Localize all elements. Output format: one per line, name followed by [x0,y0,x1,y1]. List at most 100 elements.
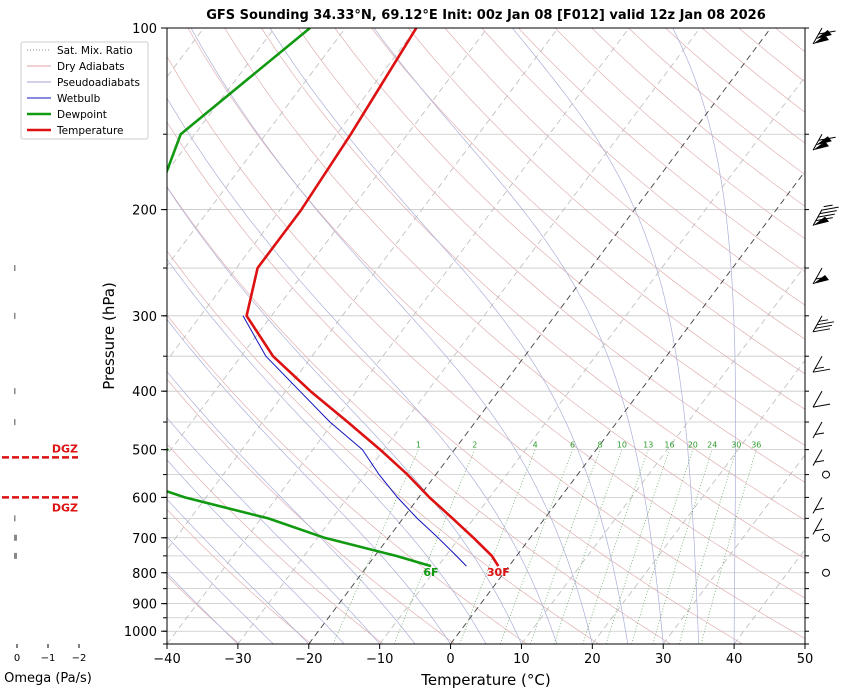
dry-adiabat-line [665,28,805,144]
y-tick-label: 700 [132,532,157,547]
dry-adiabat-line [167,250,600,644]
surface-temperature-label: 30F [487,566,510,579]
mixing-ratio-label: 4 [533,441,538,450]
omega-value-bar [14,552,17,559]
y-axis-label: Pressure (hPa) [100,282,118,390]
barb-half [814,528,825,532]
mixing-ratio-label: 16 [664,441,674,450]
dry-adiabat-line [701,28,805,113]
temperature-line [245,28,500,567]
dry-adiabat-line [444,28,805,340]
barb-full [817,213,835,218]
dry-adiabat-line [481,28,805,306]
barb-half [823,204,833,208]
mixing-ratio-line [678,449,737,644]
y-tick-label: 200 [132,204,157,219]
barb-half [814,366,825,370]
barb-pennant [813,141,829,151]
plot-frame [166,27,806,645]
moist-adiabat-line [167,459,345,644]
surface-dewpoint-label: 6F [423,566,438,579]
legend-label-pseudoadiabats: Pseudoadiabats [57,77,140,89]
x-tick-label: −10 [366,652,393,667]
isotherm-line [804,643,805,644]
y-tick-label: 100 [132,22,157,37]
wind-barb [812,204,839,226]
wind-barb [822,470,830,479]
dry-adiabat-line [297,28,805,483]
omega-tick-label: −2 [72,653,87,664]
barb-full [812,368,831,373]
barb-full [821,206,839,211]
y-tick-label: 300 [132,310,157,325]
wind-barb [812,355,831,373]
wind-barb [822,533,830,542]
mixing-ratio-line [500,449,573,644]
barb-half [818,319,828,322]
barb-full [818,136,836,141]
mixing-ratio-line [529,449,601,644]
dry-adiabat-line [187,28,805,599]
barb-full [814,324,833,329]
isotherm-line [167,28,559,551]
dry-adiabat-line [371,28,805,410]
moist-adiabat-line [167,498,310,644]
barb-full [816,321,835,326]
omega-tick-label: 0 [14,653,20,664]
wetbulb-line [242,315,467,567]
barb-staff [812,518,823,535]
calm-circle [822,533,830,542]
isotherm-line [308,28,772,644]
mixing-ratio-labels: 1 2 4 6 8 10 13 16 20 24 30 36 [416,441,761,450]
dgz-label: DGZ [52,442,78,455]
mixing-ratio-line [700,449,757,644]
isotherm-line [167,28,346,267]
mixing-ratio-label: 10 [617,441,627,450]
x-tick-label: −40 [153,652,180,667]
wind-barb [812,518,825,535]
barb-pennant [813,275,829,285]
mixing-ratio-label: 6 [570,441,575,450]
omega-value-bar [14,534,17,541]
moist-adiabat-line [512,28,700,644]
barb-staff [812,390,823,408]
mixing-ratio-line [393,449,476,644]
mixing-ratio-line [553,449,623,644]
omega-value-bar [14,312,16,319]
isotherm-line [662,454,805,644]
wind-barb [812,421,825,439]
dry-adiabat-line [334,28,805,446]
x-tick-label: 10 [513,652,530,667]
omega-panel: 0 −1 −2 Omega (Pa/s) DGZ DGZ [2,265,92,686]
wind-barb [822,568,830,577]
wind-barb [812,390,831,408]
x-tick-label: 20 [584,652,601,667]
barb-full [818,30,836,35]
barb-half [814,460,825,463]
wind-barb [812,133,836,151]
dry-adiabat-line [167,508,312,644]
mixing-ratio-label: 8 [598,441,603,450]
calm-circle [822,568,830,577]
mixing-ratio-label: 2 [472,441,477,450]
barb-half [815,277,825,280]
legend-label-dry-adiabats: Dry Adiabats [57,61,125,73]
wind-barbs [812,27,839,577]
isotherm-line [237,28,701,644]
dry-adiabat-line [167,378,456,644]
omega-value-bar [14,265,16,272]
mixing-ratio-label: 30 [731,441,741,450]
legend-label-mixing-ratio: Sat. Mix. Ratio [57,45,133,57]
zero-isotherm-line [450,170,805,644]
isotherm-line [379,76,805,644]
legend-box [20,41,149,140]
barb-pennant [813,35,829,44]
x-tick-label: 30 [655,652,672,667]
isotherm-line [167,28,275,173]
mixing-ratio-label: 13 [643,441,653,450]
y-tick-label: 1000 [124,625,157,640]
omega-value-bar [14,515,16,522]
dry-adiabat-line [167,121,743,644]
moist-adiabat-line [167,318,451,644]
